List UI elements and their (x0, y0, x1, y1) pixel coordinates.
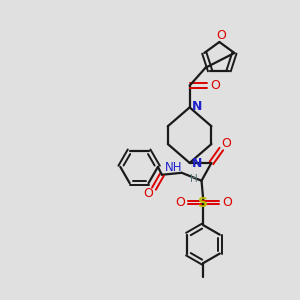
Text: O: O (175, 196, 185, 209)
Text: NH: NH (165, 161, 182, 174)
Text: O: O (222, 196, 232, 209)
Text: O: O (143, 187, 153, 200)
Text: N: N (191, 158, 202, 170)
Text: H: H (190, 174, 197, 184)
Text: O: O (211, 79, 220, 92)
Text: N: N (191, 100, 202, 113)
Text: S: S (199, 196, 208, 209)
Text: O: O (221, 136, 231, 150)
Text: O: O (216, 28, 226, 42)
